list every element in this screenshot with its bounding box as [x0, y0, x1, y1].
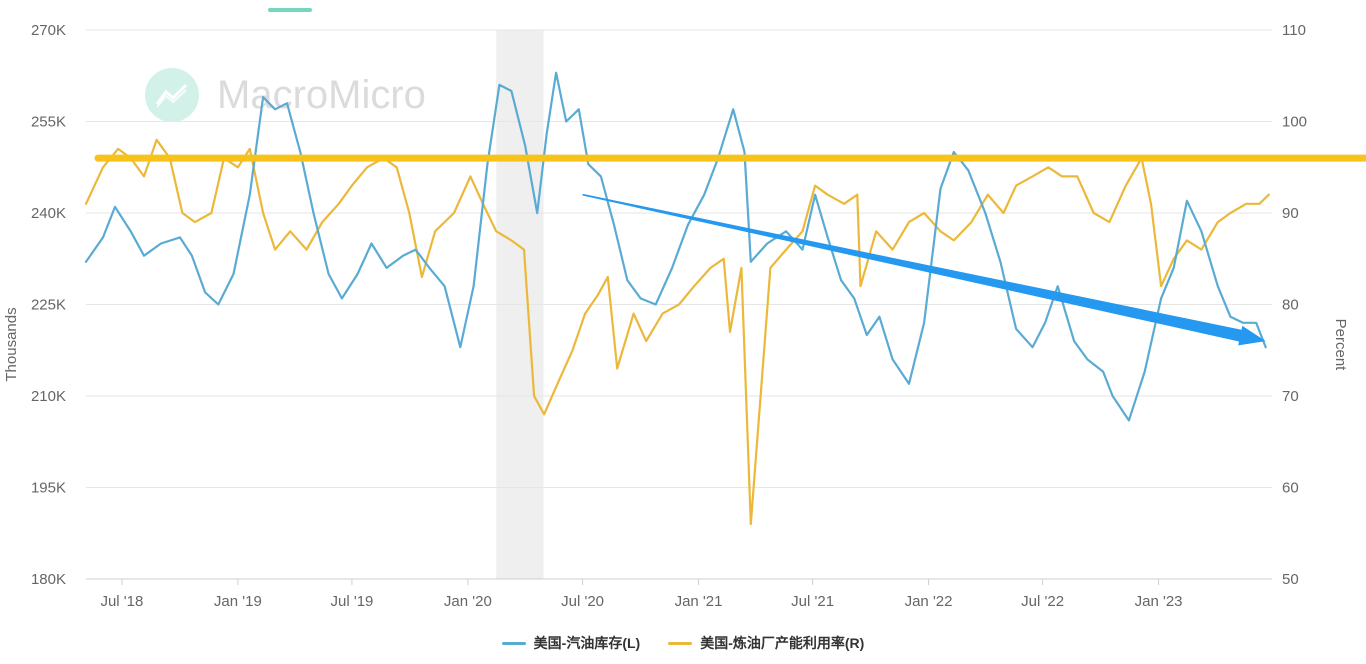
x-tick-label-7: Jan '22 — [905, 593, 953, 610]
legend-label-gasoline: 美国-汽油库存(L) — [533, 635, 641, 651]
series-line-utilization — [84, 138, 1270, 526]
legend: 美国-汽油库存(L) 美国-炼油厂产能利用率(R) — [0, 633, 1366, 653]
chart-logo-icon — [145, 68, 199, 122]
y-left-tick-label-3: 225K — [31, 297, 66, 314]
x-tick-label-1: Jan '19 — [214, 593, 262, 610]
x-tick-label-2: Jul '19 — [330, 593, 373, 610]
y-left-tick-label-5: 255K — [31, 114, 66, 131]
x-tick-label-0: Jul '18 — [100, 593, 143, 610]
top-accent-bar — [268, 8, 312, 12]
legend-swatch-gasoline — [501, 641, 526, 645]
y-left-tick-label-6: 270K — [31, 22, 66, 39]
y-right-axis-title: Percent — [1332, 319, 1349, 372]
legend-label-utilization: 美国-炼油厂产能利用率(R) — [700, 635, 865, 651]
y-right-tick-label-2: 70 — [1282, 388, 1299, 405]
y-left-tick-label-2: 210K — [31, 388, 66, 405]
x-tick-label-5: Jan '21 — [675, 593, 723, 610]
x-tick-label-6: Jul '21 — [791, 593, 834, 610]
watermark: MacroMicro — [145, 68, 426, 122]
y-right-tick-label-1: 60 — [1282, 480, 1299, 497]
x-tick-label-8: Jul '22 — [1021, 593, 1064, 610]
x-tick-label-9: Jan '23 — [1135, 593, 1183, 610]
legend-item-gasoline[interactable]: 美国-汽油库存(L) — [501, 633, 641, 653]
series-line-gasoline — [84, 71, 1267, 422]
y-left-tick-label-0: 180K — [31, 571, 66, 588]
y-right-tick-label-5: 100 — [1282, 114, 1307, 131]
y-right-tick-label-4: 90 — [1282, 205, 1299, 222]
y-left-tick-label-4: 240K — [31, 205, 66, 222]
y-right-tick-label-3: 80 — [1282, 297, 1299, 314]
x-tick-label-4: Jul '20 — [561, 593, 604, 610]
trend-arrow-0 — [582, 193, 1266, 346]
watermark-text: MacroMicro — [217, 72, 426, 117]
y-left-axis-title: Thousands — [3, 307, 20, 381]
y-right-tick-label-0: 50 — [1282, 571, 1299, 588]
y-left-tick-label-1: 195K — [31, 480, 66, 497]
legend-item-utilization[interactable]: 美国-炼油厂产能利用率(R) — [668, 633, 864, 653]
chart: 180K 195K 210K 225K 240K 255K 270K 50 60 70 80 90 10… — [3, 22, 1366, 610]
x-tick-label-3: Jan '20 — [444, 593, 492, 610]
y-right-tick-label-6: 110 — [1282, 22, 1306, 39]
legend-swatch-utilization — [668, 641, 693, 645]
